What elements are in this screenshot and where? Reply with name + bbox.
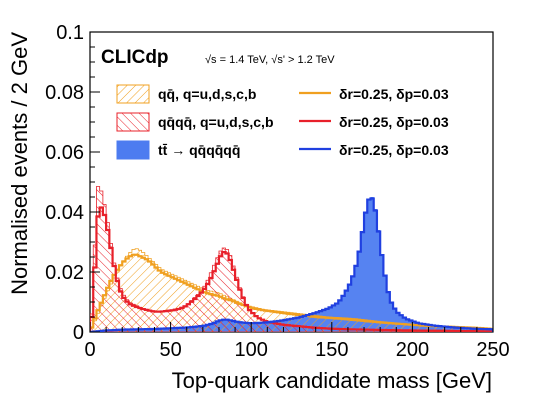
y-axis-title: Normalised events / 2 GeV [7,32,32,295]
histogram-line-tt [90,197,493,332]
legend-line-label-orange: δr=0.25, δp=0.03 [339,86,449,102]
experiment-label: CLICdp [101,47,169,68]
histogram-line-qqqq [90,206,493,332]
energy-label: √s = 1.4 TeV, √s' > 1.2 TeV [205,54,335,66]
legend-swatch-tt [116,140,150,160]
legend: CLICdp √s = 1.4 TeV, √s' > 1.2 TeV qq̄, … [101,47,449,160]
legend-line-label-red: δr=0.25, δp=0.03 [339,114,449,130]
y-tick-label: 0 [73,322,84,344]
ticks-layer: 0 50 100 150 200 250 0 0.02 0.04 0.06 0.08 0.1 [45,22,510,361]
x-axis-title: Top-quark candidate mass [GeV] [172,368,492,393]
x-tick-label: 0 [84,339,95,361]
y-tick-label: 0.1 [56,22,84,44]
x-tick-label: 250 [476,339,509,361]
series-layer [90,186,493,332]
legend-label-qqqq: qq̄qq̄, q=u,d,s,c,b [158,114,274,130]
legend-swatch-qq [116,84,150,104]
x-tick-label: 150 [315,339,348,361]
legend-label-tt: tt̄ → qq̄qq̄qq̄ [158,142,240,158]
y-tick-label: 0.08 [45,82,84,104]
y-tick-label: 0.04 [45,202,84,224]
legend-line-label-blue: δr=0.25, δp=0.03 [339,142,449,158]
legend-swatch-qqqq [116,112,150,132]
y-tick-label: 0.02 [45,262,84,284]
x-tick-label: 50 [159,339,181,361]
x-tick-label: 100 [235,339,268,361]
y-tick-label: 0.06 [45,142,84,164]
legend-label-qq: qq̄, q=u,d,s,c,b [158,86,256,102]
x-tick-label: 200 [396,339,429,361]
histogram-line-qq [90,253,493,332]
